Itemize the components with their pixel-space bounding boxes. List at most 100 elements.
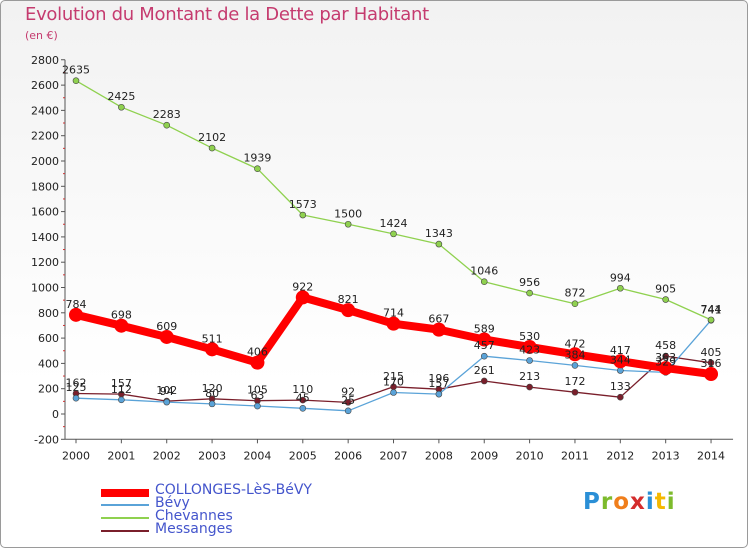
data-point-collonges [159,329,174,344]
data-point-collonges [386,316,401,331]
data-point-chevannes [526,289,533,297]
legend-label-collonges: COLLONGES-LèS-BéVY [155,482,312,498]
data-label-collonges: 922 [292,280,313,293]
data-point-bevy [344,407,352,415]
data-label-bevy: 423 [519,343,540,356]
data-label-messanges: 92 [341,385,355,398]
data-label-collonges: 667 [428,313,449,326]
data-label-collonges: 363 [655,351,676,364]
data-point-bevy [617,367,624,374]
data-point-bevy [480,352,488,360]
data-point-chevannes [118,103,125,111]
data-label-chevannes: 1573 [289,198,317,211]
x-tick-label: 2009 [470,449,498,462]
data-point-messanges [299,396,307,404]
data-label-bevy: 329 [655,355,676,368]
y-tick-label: 2800 [31,54,59,67]
data-label-bevy: 457 [474,339,495,352]
legend-swatch-chevannes [101,517,149,519]
data-point-chevannes [344,220,352,228]
data-point-messanges [571,388,579,396]
legend-swatch-messanges [101,530,149,532]
data-label-messanges: 120 [202,382,223,395]
y-tick-label: 1400 [31,231,59,244]
x-tick-label: 2001 [107,449,135,462]
data-label-messanges: 196 [428,372,449,385]
data-point-messanges [344,399,352,406]
chart-subtitle: (en €) [25,29,58,42]
data-label-messanges: 110 [292,383,313,396]
x-tick-label: 2014 [697,449,725,462]
data-point-bevy [571,362,579,369]
data-point-chevannes [480,278,488,285]
data-point-collonges [205,342,220,357]
x-tick-label: 2003 [198,449,226,462]
proxiti-logo: Proxiti [583,489,676,515]
data-label-messanges: 102 [156,384,177,397]
y-tick-label: 200 [38,383,59,396]
data-point-chevannes [617,284,624,292]
data-label-collonges: 530 [519,330,540,343]
data-label-chevannes: 872 [564,287,585,300]
data-label-messanges: 133 [610,380,631,393]
data-label-chevannes: 956 [519,276,540,289]
data-point-collonges [114,318,129,333]
y-tick-label: 800 [38,307,59,320]
logo-letter: t [654,489,667,515]
data-point-chevannes [72,77,80,84]
data-label-collonges: 472 [564,337,585,350]
x-tick-label: 2002 [153,449,181,462]
data-label-collonges: 821 [338,293,359,306]
data-point-messanges [617,393,624,401]
y-tick-label: 0 [52,408,59,421]
logo-letter: o [613,489,631,515]
data-label-chevannes: 1500 [334,207,362,220]
data-point-chevannes [390,230,397,238]
data-point-bevy [118,396,125,404]
data-point-collonges [613,354,628,369]
data-point-bevy [254,402,261,410]
x-tick-label: 2008 [425,449,453,462]
data-label-collonges: 784 [66,298,87,311]
data-label-messanges: 172 [564,375,585,388]
data-point-collonges [567,347,582,362]
data-point-collonges [250,355,265,370]
x-tick-label: 2007 [380,449,408,462]
data-label-collonges: 609 [156,320,177,333]
data-point-chevannes [254,165,261,173]
data-label-chevannes: 1343 [425,227,453,240]
logo-letter: i [666,489,676,515]
data-label-messanges: 405 [701,346,722,359]
y-tick-label: 1000 [31,282,59,295]
y-tick-label: 2200 [31,130,59,143]
data-label-bevy: 94 [160,385,174,398]
data-point-collonges [69,307,83,322]
data-point-bevy [208,400,216,408]
data-point-collonges [341,303,356,318]
x-tick-label: 2013 [652,449,680,462]
data-label-messanges: 105 [247,384,268,397]
data-label-collonges: 698 [111,309,132,322]
data-label-chevannes: 994 [610,271,631,284]
y-tick-label: -200 [34,433,59,446]
data-point-messanges [526,383,533,391]
data-label-bevy: 45 [296,391,310,404]
x-tick-label: 2011 [561,449,589,462]
data-label-messanges: 215 [383,370,404,383]
logo-letter: r [600,489,614,515]
chart-title: Evolution du Montant de la Dette par Hab… [25,4,429,25]
x-tick-label: 2006 [334,449,362,462]
data-label-chevannes: 2635 [62,64,90,77]
data-point-collonges [522,339,537,354]
data-label-messanges: 162 [66,377,87,390]
data-label-collonges: 316 [701,357,722,370]
x-tick-label: 2004 [243,449,271,462]
data-point-chevannes [571,300,579,307]
legend-label-bevy: Bévy [155,495,190,511]
legend-label-chevannes: Chevannes [155,508,233,524]
x-tick-label: 2012 [606,449,634,462]
data-point-bevy [390,389,397,396]
data-label-chevannes: 1939 [243,152,271,165]
y-tick-label: 1200 [31,256,59,269]
